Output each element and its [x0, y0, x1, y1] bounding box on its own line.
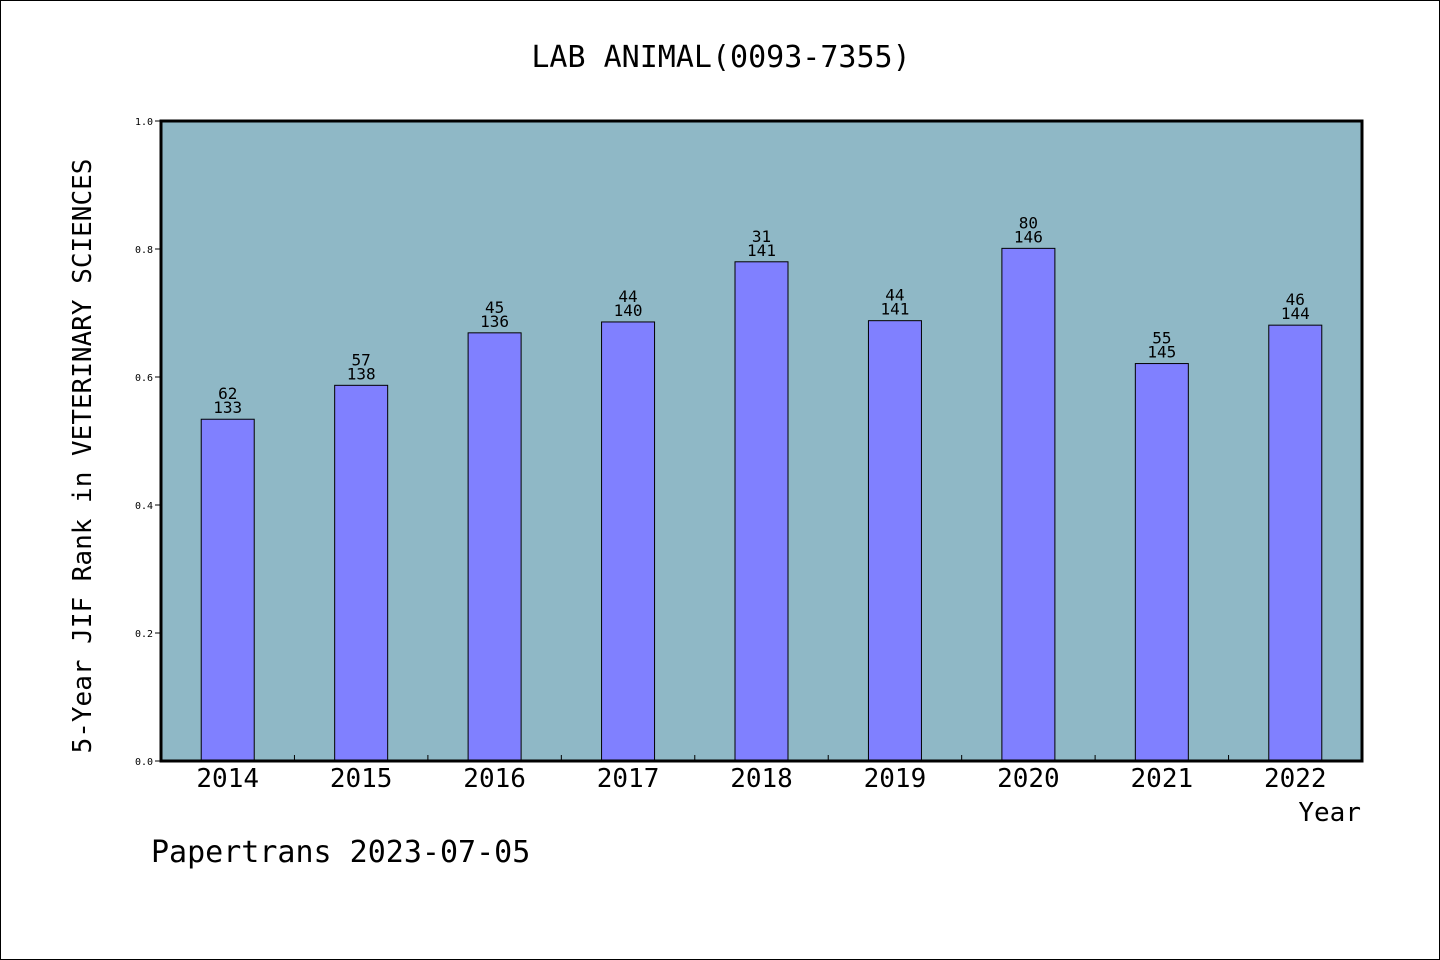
x-tick-label: 2022: [1264, 764, 1327, 794]
bar-2015: [334, 384, 389, 762]
x-tick-label: 2017: [597, 764, 660, 794]
y-tick-label: 0.2: [135, 629, 153, 640]
bar-total-label: 146: [1014, 227, 1043, 246]
x-tick-label: 2021: [1131, 764, 1194, 794]
x-tick-label: 2016: [463, 764, 526, 794]
bar-rank-label: 80: [1019, 213, 1038, 232]
bar-rank-label: 55: [1152, 329, 1171, 348]
bar-total-label: 145: [1147, 343, 1176, 362]
y-tick-label: 0.6: [135, 373, 153, 384]
bar-2019: [867, 320, 922, 762]
bar-2017: [601, 321, 656, 762]
bar-2020: [1001, 247, 1056, 762]
bar-total-label: 133: [213, 398, 242, 417]
y-tick-label: 0.0: [135, 757, 153, 768]
x-tick-label: 2015: [330, 764, 393, 794]
bar-total-label: 141: [880, 300, 909, 319]
bar-2016: [467, 332, 522, 762]
bar-total-label: 140: [614, 301, 643, 320]
y-tick-label: 0.8: [135, 245, 153, 256]
x-axis-label: Year: [1298, 798, 1361, 828]
y-axis-label: 5-Year JIF Rank in VETERINARY SCIENCES: [68, 159, 98, 754]
bar-2022: [1268, 324, 1323, 762]
bar-rank-label: 44: [885, 286, 904, 305]
bar-total-label: 136: [480, 312, 509, 331]
bar-rank-label: 46: [1286, 290, 1305, 309]
y-tick-label: 1.0: [135, 117, 153, 128]
bar-rank-label: 31: [752, 227, 771, 246]
x-tick-label: 2014: [196, 764, 259, 794]
bar-rank-label: 44: [618, 287, 637, 306]
bar-rank-label: 62: [218, 384, 237, 403]
bar-2014: [200, 418, 255, 762]
bar-rank-label: 45: [485, 298, 504, 317]
footer-stamp: Papertrans 2023-07-05: [151, 835, 531, 870]
bar-2018: [734, 261, 789, 762]
x-tick-label: 2020: [997, 764, 1060, 794]
chart-title: LAB ANIMAL(0093-7355): [531, 40, 910, 75]
bar-total-label: 141: [747, 241, 776, 260]
bar-total-label: 144: [1281, 304, 1310, 323]
y-tick-label: 0.4: [135, 501, 153, 512]
x-tick-label: 2019: [864, 764, 927, 794]
bar-2021: [1134, 363, 1189, 762]
bar-rank-label: 57: [352, 350, 371, 369]
bar-total-label: 138: [347, 364, 376, 383]
plot-frame: [159, 119, 1364, 763]
x-tick-label: 2018: [730, 764, 793, 794]
